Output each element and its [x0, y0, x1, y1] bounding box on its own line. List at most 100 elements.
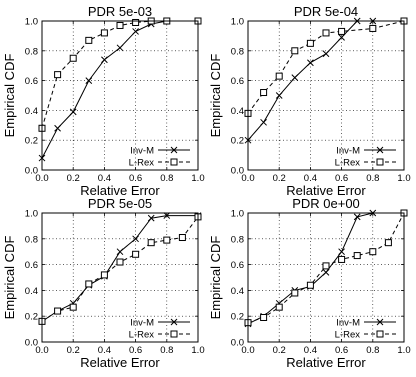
series-inv-m: [38, 212, 202, 325]
legend-label: Inv-M: [336, 318, 360, 329]
data-point-square-marker: [132, 18, 140, 26]
y-tick-label: 0.2: [25, 312, 38, 323]
x-tick-label: 0.6: [335, 345, 348, 356]
y-tick-label: 0.6: [25, 260, 38, 271]
y-tick-label: 0.2: [231, 312, 244, 323]
y-tick-label: 0.8: [231, 46, 244, 57]
x-tick-label: 0.0: [35, 173, 48, 184]
data-point-x-marker: [291, 74, 299, 81]
data-point-square-marker: [54, 71, 62, 79]
data-point-x-marker: [260, 118, 267, 126]
series-line: [41, 215, 198, 322]
x-axis-label: Relative Error: [80, 355, 160, 370]
data-point-square-marker: [163, 236, 171, 244]
data-point-x-marker: [54, 124, 61, 132]
series-line: [41, 20, 198, 129]
y-axis-label: Empirical CDF: [208, 54, 223, 138]
data-point-square-marker: [376, 330, 384, 338]
y-tick-label: 0.0: [25, 338, 38, 349]
series-inv-m: [38, 17, 202, 162]
data-point-x-marker: [275, 92, 283, 99]
x-axis-label: Relative Error: [286, 183, 366, 198]
data-point-square-marker: [69, 54, 77, 62]
x-tick-label: 1.0: [397, 345, 410, 356]
chart-title: PDR 5e-04: [294, 4, 358, 19]
data-point-square-marker: [170, 158, 178, 166]
y-axis-label: Empirical CDF: [2, 236, 17, 320]
x-tick-label: 0.6: [129, 345, 142, 356]
x-axis-label: Relative Error: [80, 183, 160, 198]
data-point-square-marker: [85, 36, 93, 44]
data-point-square-marker: [100, 271, 108, 279]
y-tick-label: 0.8: [25, 46, 38, 57]
x-tick-label: 0.8: [160, 345, 173, 356]
data-point-square-marker: [338, 27, 346, 35]
data-point-square-marker: [54, 307, 62, 315]
y-tick-label: 1.0: [231, 209, 244, 220]
x-tick-label: 0.0: [35, 345, 48, 356]
y-tick-label: 0.6: [231, 260, 244, 271]
data-point-x-marker: [116, 248, 124, 256]
series-l-rex: [244, 17, 408, 117]
y-tick-label: 0.8: [231, 234, 244, 245]
data-point-square-marker: [306, 39, 314, 47]
legend: Inv-ML-Rex: [335, 318, 396, 341]
legend: Inv-ML-Rex: [129, 318, 190, 341]
data-point-x-marker: [116, 44, 124, 52]
data-point-square-marker: [85, 280, 93, 288]
data-point-square-marker: [132, 250, 140, 258]
y-tick-label: 0.0: [231, 166, 244, 177]
data-point-square-marker: [291, 47, 299, 55]
chart-panel-2: PDR 5e-04 0.0 0.2 0.4 0.6 0.8 1.0 0.0 0.2 0.4 0.6 0…: [208, 4, 411, 198]
legend: Inv-ML-Rex: [129, 146, 190, 169]
y-tick-label: 0.2: [231, 136, 244, 147]
y-tick-label: 0.4: [25, 286, 38, 297]
data-point-x-marker: [163, 212, 171, 219]
x-tick-label: 0.8: [366, 345, 379, 356]
data-point-square-marker: [369, 24, 377, 32]
data-point-square-marker: [170, 330, 178, 338]
x-tick-label: 0.4: [304, 173, 317, 184]
legend-label: L-Rex: [129, 158, 155, 169]
data-point-square-marker: [353, 252, 361, 260]
data-point-square-marker: [322, 29, 330, 37]
data-point-square-marker: [178, 234, 186, 242]
data-point-x-marker: [170, 318, 178, 326]
y-tick-label: 0.4: [231, 106, 244, 117]
y-tick-label: 1.0: [25, 17, 38, 28]
data-point-square-marker: [291, 289, 299, 297]
data-point-x-marker: [353, 213, 361, 221]
data-point-square-marker: [260, 313, 268, 321]
data-point-square-marker: [69, 303, 77, 311]
x-tick-label: 1.0: [191, 173, 204, 184]
plot-frame: [41, 20, 199, 171]
data-point-x-marker: [170, 146, 178, 154]
x-tick-label: 0.0: [241, 173, 254, 184]
data-point-x-marker: [338, 34, 345, 41]
data-point-square-marker: [116, 258, 124, 266]
legend-label: L-Rex: [335, 330, 361, 341]
chart-title: PDR 5e-05: [88, 196, 152, 211]
data-point-x-marker: [132, 235, 139, 243]
data-point-square-marker: [369, 248, 377, 256]
legend-label: Inv-M: [336, 146, 360, 157]
data-point-square-marker: [275, 72, 283, 80]
series-line: [41, 216, 199, 322]
chart-title: PDR 5e-03: [88, 4, 152, 19]
data-point-square-marker: [322, 262, 330, 270]
y-tick-label: 0.4: [25, 106, 38, 117]
series-l-rex: [244, 209, 408, 327]
plot-frame: [247, 20, 405, 171]
x-tick-label: 0.2: [273, 173, 286, 184]
data-point-x-marker: [322, 50, 330, 58]
y-tick-label: 0.0: [25, 166, 38, 177]
y-tick-label: 0.6: [231, 76, 244, 87]
y-tick-label: 0.6: [25, 76, 38, 87]
chart-title: PDR 0e+00: [292, 196, 360, 211]
legend-label: Inv-M: [130, 318, 154, 329]
data-point-x-marker: [132, 28, 139, 35]
data-point-x-marker: [376, 318, 384, 326]
x-tick-label: 0.4: [304, 345, 317, 356]
x-axis-label: Relative Error: [286, 355, 366, 370]
